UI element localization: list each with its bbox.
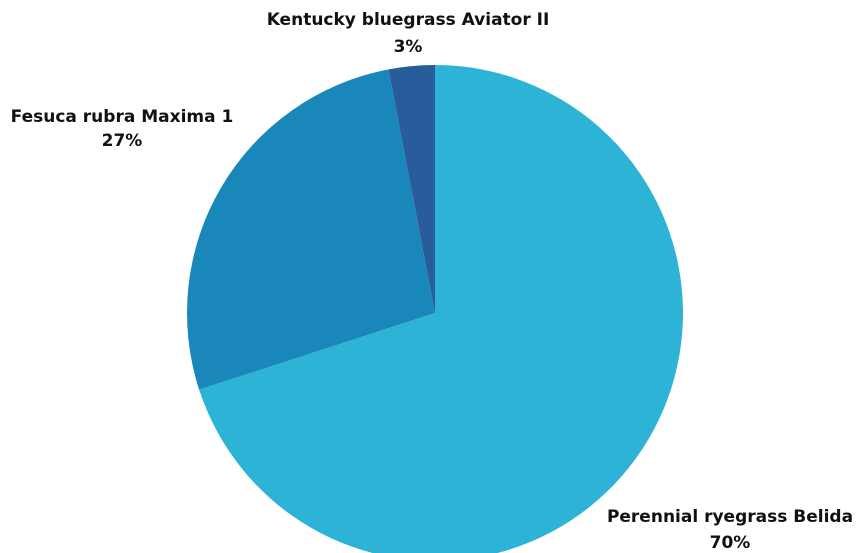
pie-slice-kentucky-bluegrass-aviator-ii	[388, 65, 435, 313]
pie-slice-perennial-ryegrass-belida	[199, 65, 684, 553]
slice-label-name: Perennial ryegrass Belida	[607, 507, 853, 527]
slice-label-percent: 27%	[102, 131, 143, 151]
slice-label-name: Fesuca rubra Maxima 1	[11, 107, 234, 127]
pie-slice-fesuca-rubra-maxima-1	[186, 69, 435, 390]
slice-label-percent: 3%	[394, 37, 423, 57]
slice-label-name: Kentucky bluegrass Aviator II	[267, 10, 550, 30]
slice-label-percent: 70%	[710, 533, 751, 553]
pie-slices	[186, 65, 684, 553]
